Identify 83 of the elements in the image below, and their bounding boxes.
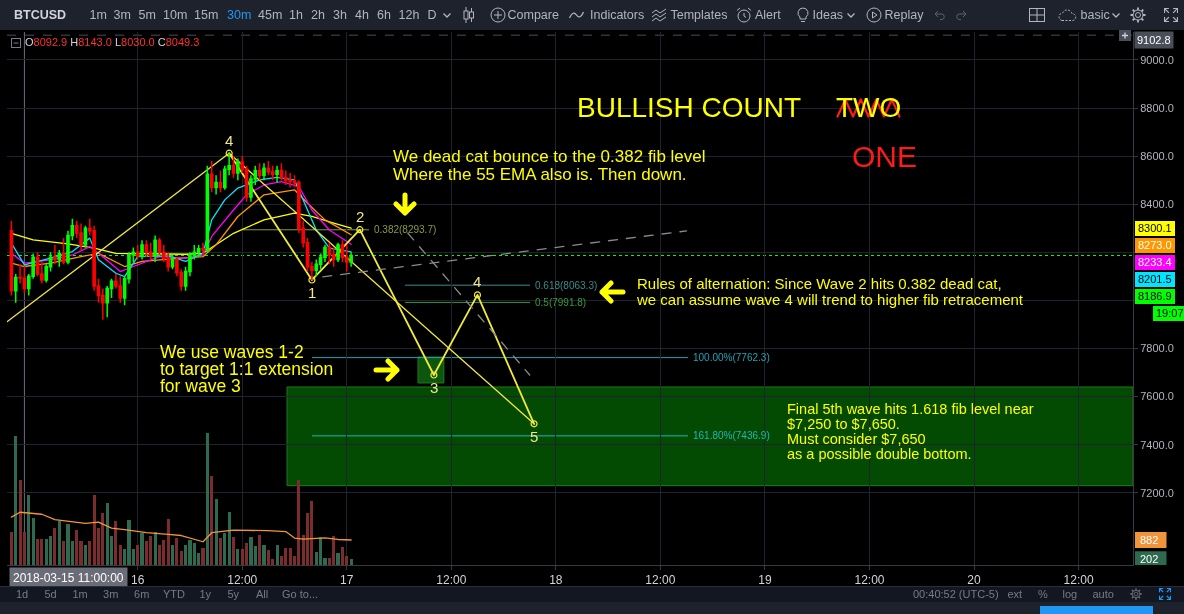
- x-tick-label: 19: [758, 573, 772, 588]
- y-tick-label: 7400.0: [1140, 438, 1174, 451]
- x-tick-label: 12:00: [1063, 573, 1094, 588]
- text: Ideas: [812, 7, 844, 23]
- annotation: 5: [530, 428, 539, 445]
- y-tick-label: 9000.0: [1140, 53, 1174, 66]
- x-tick-label: 12:00: [854, 573, 885, 588]
- text: 4h: [355, 7, 369, 23]
- x-tick-label: 17: [340, 573, 354, 588]
- text: ext: [1007, 587, 1023, 601]
- text: 5y: [227, 587, 240, 601]
- y-tick-label: 8600.0: [1140, 149, 1174, 162]
- text: 10m: [163, 7, 188, 23]
- x-tick-label: 12:00: [227, 573, 258, 588]
- annotation: 1: [308, 284, 317, 301]
- annotation: Final 5th wave hits 1.618 fib level near $7,250 to $7,650. Must consider $7,650 as a possible double bottom.: [787, 401, 1034, 462]
- text: 3m: [103, 587, 119, 601]
- text: 2h: [311, 7, 325, 23]
- text: 8186.9: [1135, 288, 1175, 304]
- chart-subtitle: O8092.9 H8143.0 L8030.0 C8049.3: [25, 36, 200, 48]
- annotation: 4: [473, 273, 482, 290]
- text: 1y: [199, 587, 212, 601]
- text: 12h: [398, 7, 420, 23]
- text: Alert: [755, 7, 781, 23]
- annotation: 2: [356, 208, 365, 225]
- text: 3h: [333, 7, 347, 23]
- text: 6m: [134, 587, 150, 601]
- text: %: [1038, 587, 1048, 601]
- annotation: 4: [225, 132, 234, 149]
- x-tick-label: 20: [967, 573, 981, 588]
- annotation: We use waves 1-2 to target 1:1 extension for wave 3: [160, 342, 334, 396]
- text: 45m: [258, 7, 283, 23]
- text: 5m: [138, 7, 156, 23]
- text: Replay: [884, 7, 924, 23]
- text: 8300.1: [1135, 220, 1175, 236]
- ref-line-label: 161.80%(7436.9): [693, 430, 770, 441]
- text: Go to...: [282, 587, 319, 601]
- text: D: [427, 7, 437, 23]
- text: 1d: [16, 587, 29, 601]
- text: log: [1062, 587, 1078, 601]
- text: 19:07: [1153, 305, 1184, 321]
- x-tick-label: 12:00: [436, 573, 467, 588]
- text: 8273.0: [1135, 237, 1175, 253]
- ref-line-label: 2018-03-15 11:00:00: [13, 571, 124, 585]
- text: 3m: [113, 7, 131, 23]
- x-tick-label: 12:00: [645, 573, 676, 588]
- annotation: 3: [430, 379, 439, 396]
- y2-tick-label: 202: [1140, 553, 1159, 566]
- text: 30m: [227, 7, 252, 23]
- text: 1m: [89, 7, 107, 23]
- text: 1h: [289, 7, 303, 23]
- ref-line-label: 100.00%(7762.3): [693, 352, 770, 363]
- text: 15m: [194, 7, 219, 23]
- y2-tick-label: 882: [1140, 533, 1159, 546]
- text: 8201.5: [1135, 271, 1175, 287]
- text: Compare: [507, 7, 559, 23]
- ref-line-label: 0.618(8063.3): [535, 280, 598, 291]
- text: All: [256, 587, 269, 601]
- annotation: We dead cat bounce to the 0.382 fib level Where the 55 EMA also is. Then down.: [393, 147, 706, 184]
- text: 1m: [72, 587, 88, 601]
- y-tick-label: 7600.0: [1140, 390, 1174, 403]
- y-tick-label: 8800.0: [1140, 101, 1174, 114]
- annotation: ONE: [852, 139, 918, 174]
- text: 00:40:52 (UTC-5): [913, 587, 999, 601]
- text: Indicators: [590, 7, 645, 23]
- annotation: BULLISH COUNT: [577, 92, 802, 124]
- text: Templates: [670, 7, 728, 23]
- x-tick-label: 18: [549, 573, 563, 588]
- y-tick-label: 7800.0: [1140, 342, 1174, 355]
- x-tick-label: 16: [131, 573, 145, 588]
- ref-line-label: 0.382(8293.7): [374, 224, 437, 235]
- chart-title: BTCUSD: [14, 8, 67, 22]
- annotation: Rules of alternation: Since Wave 2 hits 0.382 dead cat, we can assume wave 4 will trend to higher fib retracement: [637, 275, 1024, 308]
- text: 6h: [377, 7, 391, 23]
- text: auto: [1092, 587, 1114, 601]
- text: 5d: [44, 587, 57, 601]
- text: basic: [1080, 7, 1110, 23]
- ref-line-label: 0.5(7991.8): [535, 297, 587, 308]
- y-tick-label: 8400.0: [1140, 198, 1174, 211]
- ref-line-label: 9102.8: [1137, 34, 1171, 46]
- text: 8233.4: [1135, 254, 1175, 270]
- y-tick-label: 7200.0: [1140, 486, 1174, 499]
- text: YTD: [163, 587, 185, 601]
